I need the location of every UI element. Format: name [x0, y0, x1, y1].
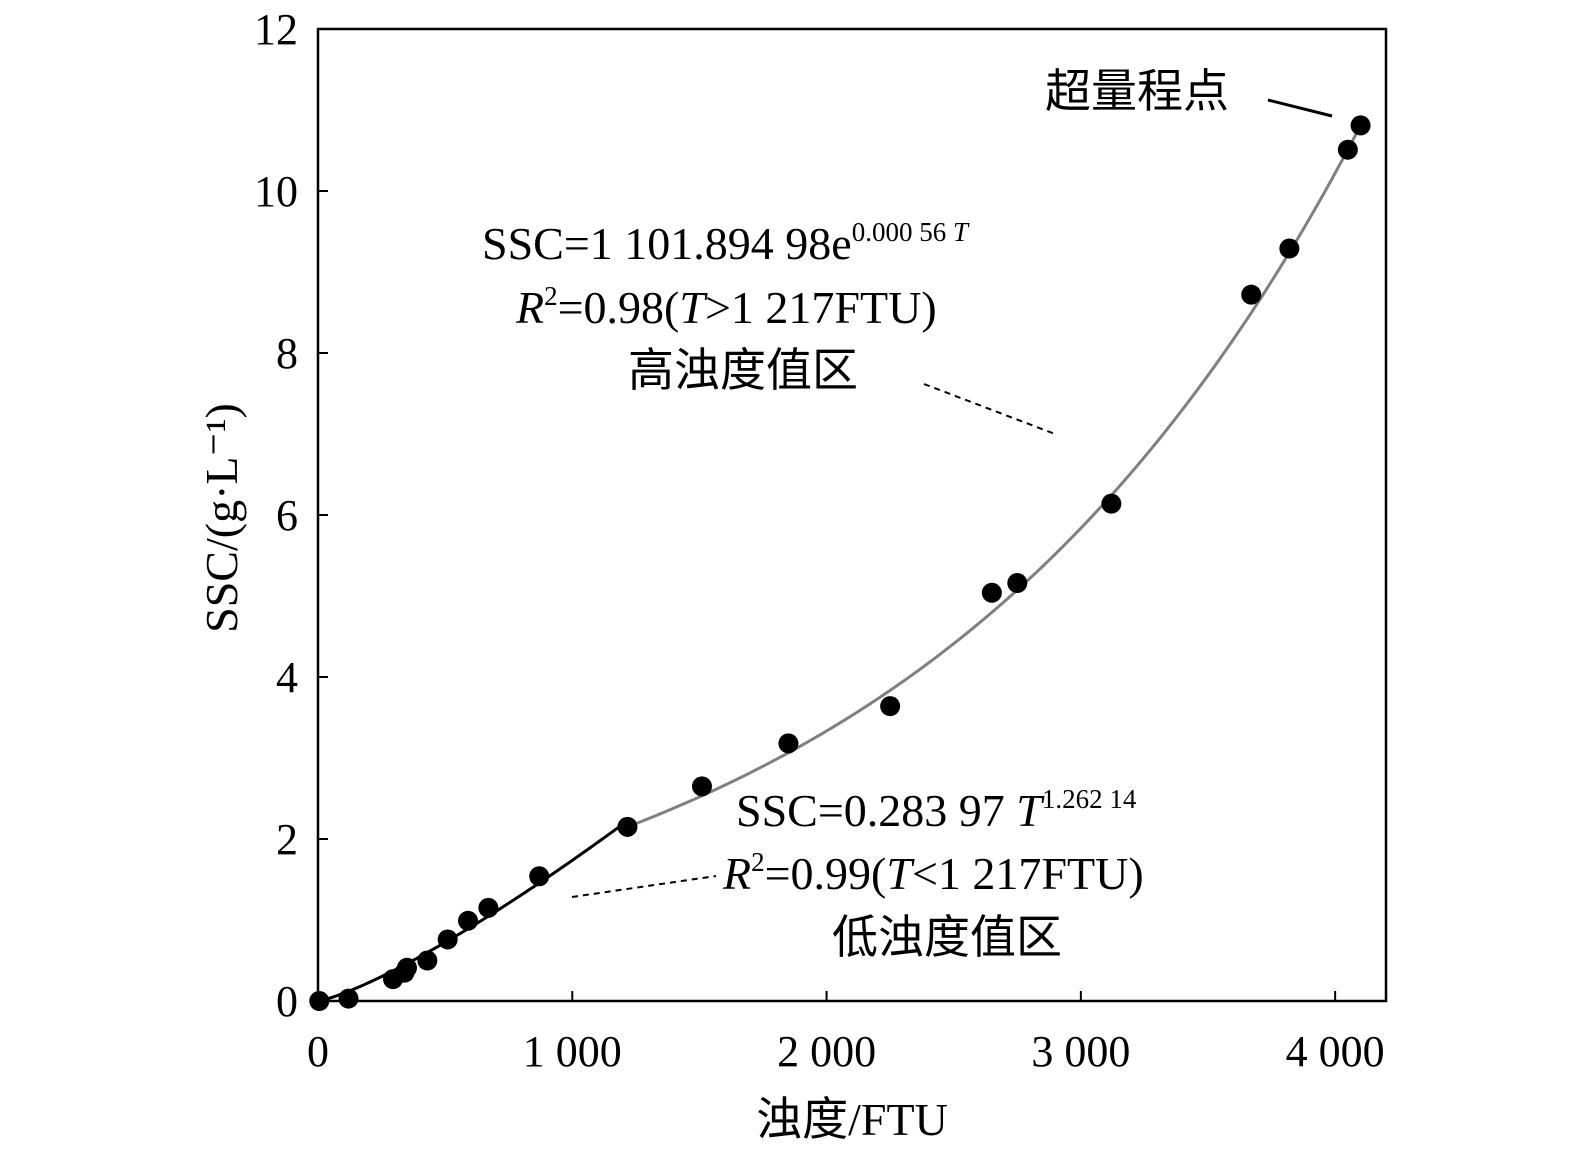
data-point: [981, 582, 1002, 603]
low-r2-tail: <1 217FTU): [912, 848, 1144, 899]
axis-ticks: 0 1 000 2 000 3 000 4 000 0 2 4 6 8 10 12: [254, 5, 1385, 1076]
high-r2-sq: 2: [544, 281, 558, 311]
low-region-label: 低浊度值区: [832, 910, 1062, 964]
data-point: [617, 816, 638, 837]
x-tick-label: 4 000: [1286, 1027, 1385, 1076]
data-point: [1101, 493, 1122, 514]
data-point: [880, 696, 901, 717]
low-eq-T: T: [1016, 785, 1045, 836]
low-r2-mid: =0.99(: [765, 848, 887, 899]
high-eq-exp: 0.000 56: [852, 217, 953, 247]
high-r2-mid: =0.98(: [558, 282, 680, 333]
data-point: [1350, 115, 1371, 136]
data-point: [1337, 139, 1358, 160]
y-axis-label: SSC/(g·L⁻¹): [196, 403, 247, 633]
high-fit-r2: R2=0.98(T>1 217FTU): [515, 281, 937, 333]
data-points: [309, 115, 1371, 1011]
x-tick-label: 1 000: [523, 1027, 622, 1076]
data-point: [338, 988, 359, 1009]
low-r2-T: T: [886, 848, 915, 899]
low-fit-r2: R2=0.99(T<1 217FTU): [722, 847, 1144, 899]
x-tick-label: 2 000: [777, 1027, 876, 1076]
high-fit-equation: SSC=1 101.894 98e0.000 56 T: [482, 217, 970, 269]
high-r2-tail: >1 217FTU): [705, 282, 937, 333]
data-point: [778, 733, 799, 754]
x-tick-label: 3 000: [1031, 1027, 1130, 1076]
x-axis-label: 浊度/FTU: [756, 1094, 948, 1145]
y-tick-label: 2: [276, 815, 298, 864]
y-tick-label: 4: [276, 653, 298, 702]
data-point: [1007, 573, 1028, 594]
fit-curve-low: [317, 819, 629, 1003]
data-point: [437, 929, 458, 950]
high-r2-T: T: [679, 282, 708, 333]
y-tick-label: 12: [254, 5, 298, 54]
data-point: [417, 950, 438, 971]
x-tick-label: 0: [307, 1027, 329, 1076]
y-tick-label: 6: [276, 491, 298, 540]
low-region-leader: [571, 875, 717, 898]
data-point: [458, 910, 479, 931]
high-eq-main: SSC=1 101.894 98e: [482, 218, 852, 269]
overrange-leader: [1267, 98, 1333, 118]
low-fit-equation: SSC=0.283 97 T1.262 14: [736, 784, 1137, 836]
data-point: [691, 776, 712, 797]
low-r2-R: R: [722, 848, 751, 899]
data-point: [1279, 238, 1300, 259]
low-r2-sq: 2: [751, 847, 765, 877]
fit-curve-high: [626, 124, 1362, 829]
data-point: [309, 991, 330, 1011]
high-region-label: 高浊度值区: [628, 343, 858, 397]
high-region-leader: [923, 383, 1056, 435]
y-tick-label: 10: [254, 167, 298, 216]
high-eq-var: T: [953, 217, 970, 247]
low-eq-main: SSC=0.283 97: [736, 785, 1016, 836]
data-point: [529, 866, 550, 887]
high-r2-R: R: [515, 282, 544, 333]
data-point: [397, 957, 417, 978]
overrange-label: 超量程点: [1045, 64, 1229, 118]
data-point: [478, 897, 499, 918]
y-tick-label: 0: [276, 977, 298, 1026]
y-tick-label: 8: [276, 329, 298, 378]
low-eq-exp: 1.262 14: [1042, 784, 1137, 814]
data-point: [1241, 284, 1262, 305]
